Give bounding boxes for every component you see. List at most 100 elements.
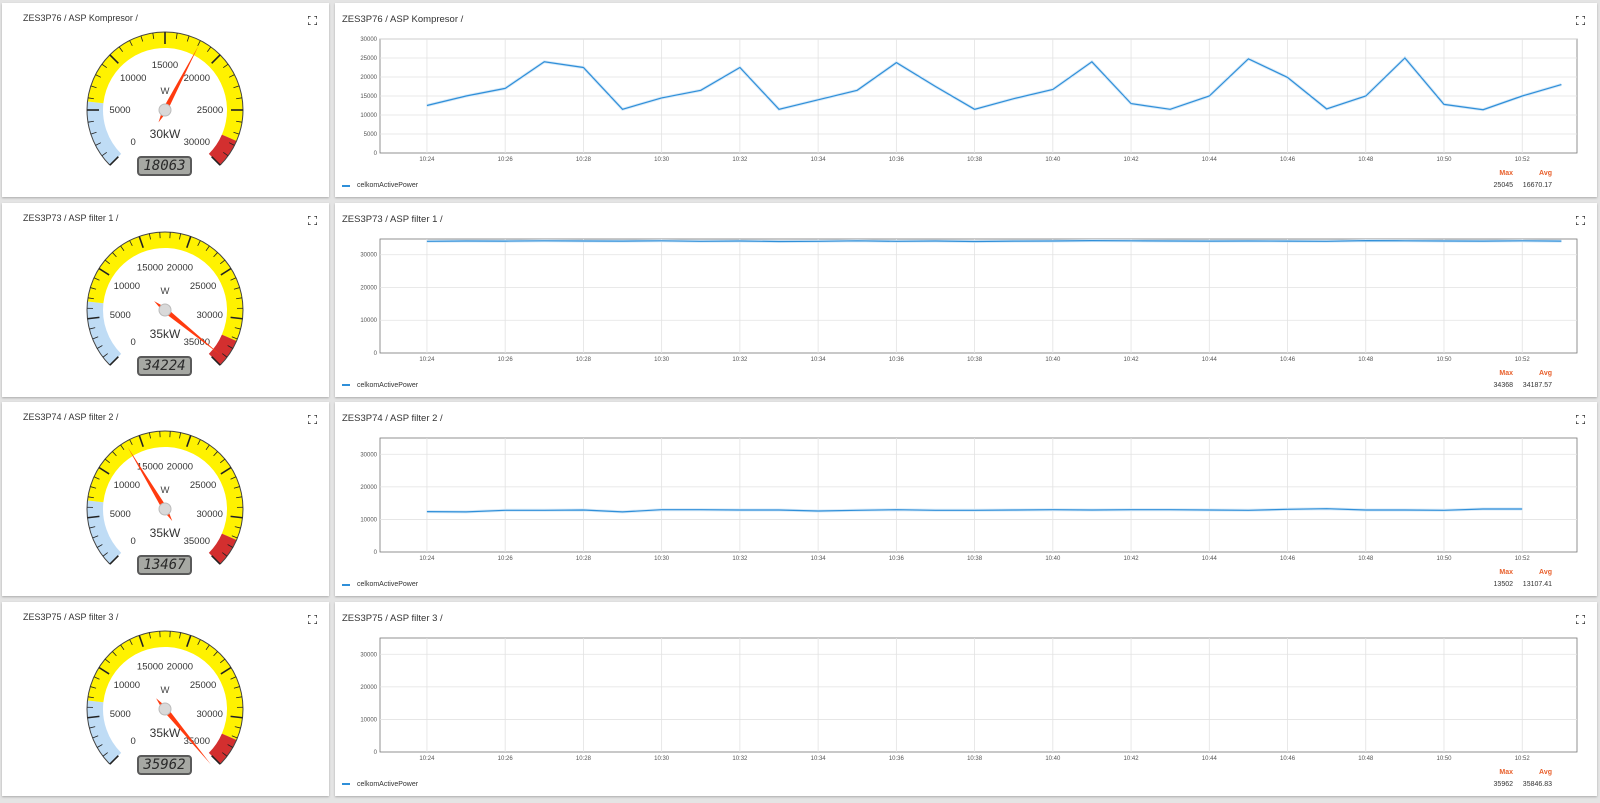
gauge-digital-readout: 35962: [137, 754, 192, 775]
avg-stat-value: 35846.83: [1522, 780, 1552, 788]
series-line: [426, 508, 1523, 513]
plot-area: [379, 637, 1578, 752]
gauge-unit-label: W: [161, 286, 170, 297]
x-tick-label: 10:36: [889, 556, 905, 562]
gauge-tick-label: 30000: [197, 310, 223, 321]
y-tick-label: 20000: [360, 285, 377, 291]
power-gauge: 0 5000 10000 15000 20000 25000 30000 35000 W 35kW: [86, 629, 244, 765]
gauge-major-tick: [211, 555, 221, 565]
power-gauge: 0 5000 10000 15000 20000 25000 30000 35000 W 35kW: [86, 430, 244, 565]
avg-stat-label: Avg: [1539, 170, 1552, 177]
gauge-major-tick: [186, 634, 192, 647]
avg-stat-label: Avg: [1539, 768, 1552, 776]
legend-item[interactable]: celkomActivePower: [342, 382, 418, 389]
x-tick-label: 10:46: [1280, 756, 1296, 762]
gauge-major-tick: [211, 754, 221, 765]
gauge-title: ZES3P75 / ASP filter 3 /: [23, 611, 119, 622]
gauge-tick-label: 5000: [110, 509, 131, 520]
chart-title: ZES3P74 / ASP filter 2 /: [342, 413, 443, 424]
gauge-minor-tick: [120, 444, 125, 451]
legend-item[interactable]: celkomActivePower: [342, 182, 418, 189]
gauge-tick-label: 0: [131, 536, 136, 547]
max-stat-label: Max: [1499, 170, 1513, 177]
gauge-card: ZES3P75 / ASP filter 3 / 0 5000 10000 15000 2…: [2, 601, 329, 796]
x-tick-label: 10:34: [811, 357, 827, 363]
gauge-tick-label: 20000: [167, 661, 193, 672]
gauge-minor-tick: [220, 259, 226, 264]
gauge-minor-tick: [230, 675, 237, 680]
gauge-hub: [158, 303, 172, 316]
x-tick-label: 10:32: [732, 556, 748, 562]
y-tick-label: 10000: [360, 318, 377, 324]
gauge-major-tick: [98, 466, 110, 475]
legend-swatch: [342, 184, 350, 187]
gauge-minor-tick: [102, 552, 108, 557]
chart-card: ZES3P75 / ASP filter 3 / 0 10000 20000 30000…: [335, 601, 1597, 796]
gauge-minor-tick: [231, 335, 238, 339]
gauge-tick-label: 35000: [184, 735, 210, 746]
avg-stat-value: 13107.41: [1522, 581, 1552, 588]
gauge-minor-tick: [90, 131, 97, 135]
gauge-major-tick: [186, 235, 192, 248]
x-tick-label: 10:36: [889, 157, 905, 163]
y-tick-label: 20000: [360, 485, 377, 491]
gauge-minor-tick: [95, 142, 102, 146]
gauge-digital-readout: 34224: [137, 355, 192, 376]
gauge-card: ZES3P73 / ASP filter 1 / 0 5000 10000 15000 2…: [2, 202, 329, 397]
line-chart[interactable]: 0 10000 20000 30000 10:24 10:26 10:28 10:30 10:3…: [335, 203, 1597, 397]
x-tick-label: 10:24: [419, 157, 435, 163]
gauge-minor-tick: [152, 32, 155, 39]
x-tick-label: 10:30: [654, 357, 670, 363]
gauge-zone-mid: [87, 231, 244, 341]
gauge-max-label: 35kW: [150, 327, 181, 341]
max-stat-label: Max: [1499, 369, 1513, 377]
x-tick-label: 10:36: [889, 357, 905, 363]
legend-item[interactable]: celkomActivePower: [342, 581, 418, 588]
gauge-major-tick: [230, 515, 243, 519]
gauge-zone-high: [208, 334, 237, 365]
gauge-zone-mid: [87, 630, 244, 740]
gauge-minor-tick: [90, 685, 97, 689]
x-tick-label: 10:34: [811, 157, 827, 163]
x-tick-label: 10:24: [419, 357, 435, 363]
x-tick-label: 10:38: [967, 157, 983, 163]
gauge-minor-tick: [227, 544, 234, 548]
line-chart[interactable]: 0 10000 20000 30000 10:24 10:26 10:28 10:30 10:3…: [335, 602, 1597, 796]
gauge-title: ZES3P74 / ASP filter 2 /: [23, 412, 119, 422]
gauge-minor-tick: [236, 496, 243, 499]
y-tick-label: 5000: [364, 132, 378, 138]
line-chart[interactable]: 0 5000 10000 15000 20000 25000 30000 10:24 10:26…: [335, 3, 1597, 197]
gauge-minor-tick: [197, 439, 201, 446]
x-tick-label: 10:24: [419, 756, 435, 762]
gauge-minor-tick: [89, 326, 96, 329]
y-tick-label: 0: [374, 550, 378, 556]
gauge-minor-tick: [93, 476, 100, 480]
legend-item[interactable]: celkomActivePower: [342, 781, 418, 788]
x-tick-label: 10:50: [1436, 357, 1452, 363]
gauge-tick-label: 15000: [137, 262, 163, 273]
gauge-major-tick: [87, 715, 100, 719]
gauge-minor-tick: [197, 239, 201, 246]
x-tick-label: 10:44: [1202, 357, 1218, 363]
gauge-minor-tick: [90, 286, 97, 290]
legend-label: celkomActivePower: [357, 182, 419, 189]
gauge-major-tick: [109, 754, 119, 765]
gauge-major-tick: [220, 466, 232, 475]
gauge-needle: [154, 300, 221, 355]
avg-stat-value: 16670.17: [1522, 182, 1552, 189]
x-tick-label: 10:26: [498, 357, 514, 363]
y-tick-label: 0: [374, 750, 378, 756]
gauge-tick-label: 30000: [184, 137, 210, 148]
gauge-unit-label: W: [161, 86, 170, 97]
gauge-zone-low: [87, 101, 122, 166]
x-tick-label: 10:46: [1280, 357, 1296, 363]
gauge-card: ZES3P74 / ASP filter 2 / 0 5000 10000 15000 2…: [2, 402, 329, 596]
x-tick-label: 10:44: [1202, 756, 1218, 762]
gauge-minor-tick: [92, 535, 99, 539]
line-chart[interactable]: 0 10000 20000 30000 10:24 10:26 10:28 10:30 10:3…: [335, 402, 1597, 596]
gauge-major-tick: [138, 435, 144, 447]
gauge-rim: [86, 629, 244, 765]
gauge-minor-tick: [92, 734, 99, 738]
gauge-minor-tick: [233, 286, 240, 290]
gauge-minor-tick: [179, 632, 182, 639]
